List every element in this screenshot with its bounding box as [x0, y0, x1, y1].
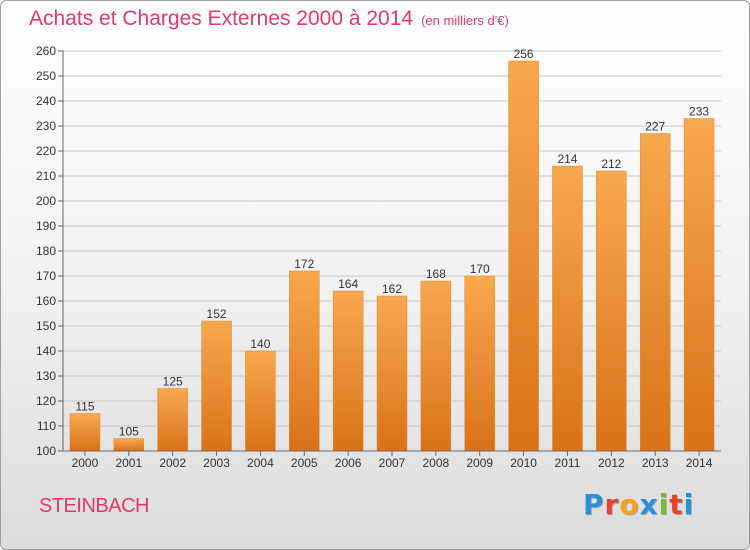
x-tick-label: 2009 [466, 456, 493, 470]
bar-value-label: 212 [601, 157, 621, 171]
bar [420, 280, 452, 452]
y-tick-label: 120 [36, 394, 56, 408]
bar [289, 270, 320, 452]
y-tick-label: 170 [36, 269, 56, 283]
x-tick-label: 2000 [72, 456, 99, 470]
logo-letter: o [619, 488, 640, 521]
bar [376, 295, 408, 452]
x-tick-label: 2007 [379, 456, 406, 470]
y-tick-label: 130 [36, 369, 56, 383]
x-tick-label: 2008 [423, 456, 450, 470]
x-tick-label: 2014 [686, 456, 713, 470]
bar-value-label: 105 [119, 425, 139, 439]
y-tick-label: 110 [37, 419, 56, 433]
city-name: STEINBACH [39, 495, 149, 517]
logo-letter: i [658, 488, 670, 521]
y-tick-label: 250 [36, 69, 56, 83]
y-tick-label: 260 [36, 44, 56, 58]
bar [332, 290, 364, 452]
logo-letter: x [639, 488, 659, 521]
bar [157, 388, 188, 452]
bar-value-label: 140 [250, 337, 270, 351]
x-tick-label: 2002 [159, 456, 186, 470]
proxiti-logo: Proxiti [583, 488, 694, 521]
y-tick-label: 230 [36, 119, 56, 133]
y-tick-label: 160 [36, 294, 56, 308]
x-tick-label: 2003 [203, 456, 230, 470]
bar-value-label: 172 [294, 257, 314, 271]
y-tick-label: 180 [36, 244, 56, 258]
x-tick-label: 2004 [247, 456, 274, 470]
bar-value-label: 214 [557, 152, 577, 166]
y-tick-label: 210 [36, 169, 56, 183]
logo-letter: t [669, 488, 684, 521]
bar-value-label: 164 [338, 277, 358, 291]
x-tick-label: 2013 [642, 456, 669, 470]
logo-letter: P [583, 488, 605, 521]
bar-value-label: 170 [470, 262, 490, 276]
x-tick-label: 2006 [335, 456, 362, 470]
bar [245, 350, 276, 452]
y-tick-label: 240 [36, 94, 56, 108]
chart-title: Achats et Charges Externes 2000 à 2014 (e… [29, 7, 509, 31]
chart-title-text: Achats et Charges Externes 2000 à 2014 [29, 7, 414, 30]
chart-unit: (en milliers d'€) [421, 13, 509, 28]
bar-value-label: 233 [689, 105, 709, 119]
bar-value-label: 162 [382, 282, 402, 296]
y-tick-label: 200 [36, 194, 56, 208]
axes: 100 110 120 130 140 150 160 170 180 190 200 210 220 2… [36, 44, 721, 470]
y-tick-label: 220 [36, 144, 56, 158]
bar [683, 118, 715, 452]
bar [464, 275, 495, 452]
y-tick-label: 100 [36, 444, 56, 458]
bar-value-label: 152 [207, 307, 227, 321]
x-tick-label: 2005 [291, 456, 318, 470]
bar-value-label: 256 [514, 47, 534, 61]
bar-value-label: 168 [426, 267, 446, 281]
logo-letter: r [604, 488, 620, 521]
bar [552, 165, 583, 452]
y-tick-label: 140 [36, 344, 56, 358]
x-tick-label: 2010 [510, 456, 537, 470]
bar [69, 413, 101, 452]
bar [113, 438, 145, 452]
bars: 115 105 125 152 140 172 164 162 168 170 256 214 212 2… [69, 47, 715, 452]
bar [596, 170, 627, 452]
x-tick-label: 2012 [598, 456, 625, 470]
y-tick-label: 150 [36, 319, 56, 333]
bar [508, 60, 539, 452]
bar [201, 320, 232, 452]
logo-letter: i [683, 488, 695, 521]
x-tick-label: 2011 [555, 456, 581, 470]
bar-value-label: 227 [645, 120, 665, 134]
y-tick-label: 190 [36, 219, 56, 233]
x-tick-label: 2001 [115, 456, 142, 470]
bar [639, 133, 671, 452]
bar-value-label: 125 [163, 375, 183, 389]
bar-value-label: 115 [75, 400, 94, 414]
